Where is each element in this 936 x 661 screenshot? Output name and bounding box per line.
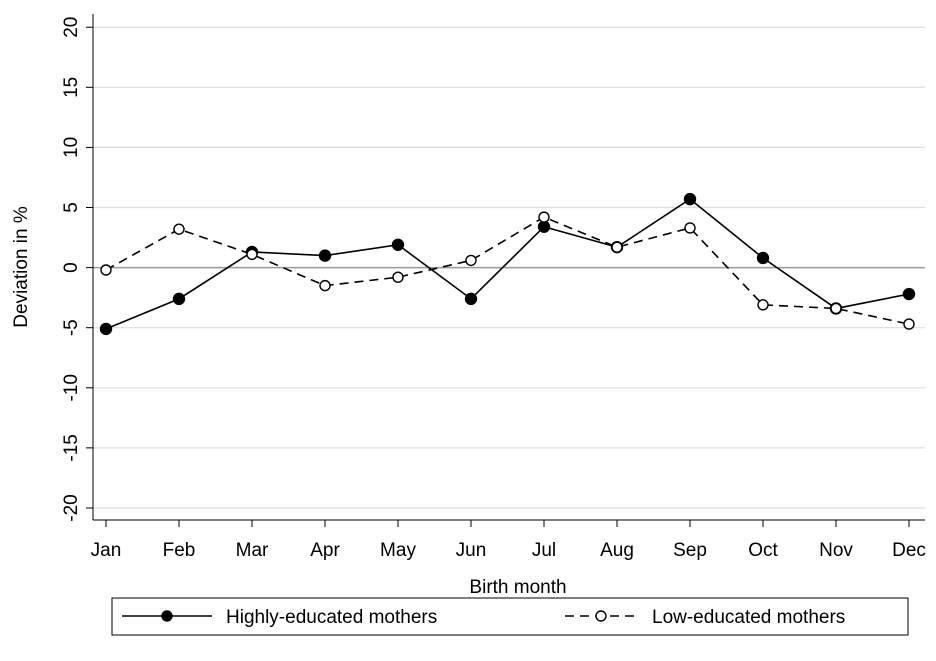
y-tick-label: 15: [61, 77, 82, 98]
x-tick-label: Oct: [748, 540, 778, 561]
y-tick-label: -5: [61, 319, 82, 336]
data-point: [318, 249, 332, 262]
data-point: [391, 238, 405, 251]
data-point: [537, 220, 551, 233]
data-point: [173, 223, 185, 235]
x-tick-label: Jul: [532, 540, 556, 561]
x-axis-label: Birth month: [469, 577, 566, 598]
data-point: [757, 299, 769, 311]
x-tick-label: May: [380, 540, 416, 561]
data-point: [902, 287, 916, 301]
data-point: [683, 192, 697, 206]
legend-label: Low-educated mothers: [652, 607, 845, 628]
data-point: [830, 302, 842, 315]
data-point: [100, 264, 112, 276]
data-point: [684, 222, 696, 234]
x-tick-label: Feb: [163, 540, 196, 561]
y-tick-label: 10: [61, 137, 82, 158]
data-point: [319, 279, 331, 292]
y-tick-label: -20: [61, 494, 82, 521]
data-point: [465, 254, 477, 267]
x-tick-label: Jan: [91, 540, 122, 561]
legend-marker: [595, 610, 607, 622]
x-tick-label: Aug: [600, 540, 634, 561]
y-tick-label: -15: [61, 434, 82, 461]
data-point: [392, 271, 404, 283]
data-point: [611, 241, 623, 253]
legend-label: Highly-educated mothers: [226, 607, 437, 628]
y-tick-label: 0: [61, 262, 82, 273]
data-point: [756, 251, 770, 265]
x-tick-label: Nov: [819, 540, 853, 561]
data-point: [172, 292, 186, 306]
x-tick-label: Dec: [892, 540, 926, 561]
data-point: [99, 322, 113, 336]
y-tick-label: 5: [61, 202, 82, 213]
y-axis-label: Deviation in %: [11, 206, 32, 328]
x-tick-label: Mar: [236, 540, 269, 561]
data-point: [464, 292, 478, 306]
x-tick-label: Apr: [310, 540, 340, 561]
legend-marker: [161, 610, 173, 622]
series-line: [105, 198, 910, 330]
legend-box: [111, 597, 909, 636]
y-tick-label: 20: [61, 17, 82, 38]
x-tick-label: Jun: [456, 540, 487, 561]
x-tick-label: Sep: [673, 540, 707, 561]
data-point: [538, 211, 550, 223]
data-point: [246, 248, 258, 261]
y-tick-label: -10: [61, 374, 82, 401]
data-point: [903, 318, 915, 330]
